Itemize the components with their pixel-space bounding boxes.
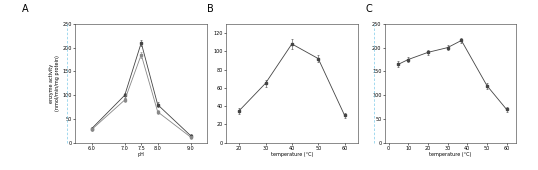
X-axis label: temperature (°C): temperature (°C) [429, 152, 472, 157]
Y-axis label: enzyme activity
(nmol/min/mg protein): enzyme activity (nmol/min/mg protein) [49, 55, 60, 111]
Text: B: B [207, 4, 214, 14]
Text: A: A [22, 4, 28, 14]
X-axis label: temperature (°C): temperature (°C) [271, 152, 313, 157]
Text: C: C [366, 4, 373, 14]
X-axis label: pH: pH [138, 152, 145, 157]
